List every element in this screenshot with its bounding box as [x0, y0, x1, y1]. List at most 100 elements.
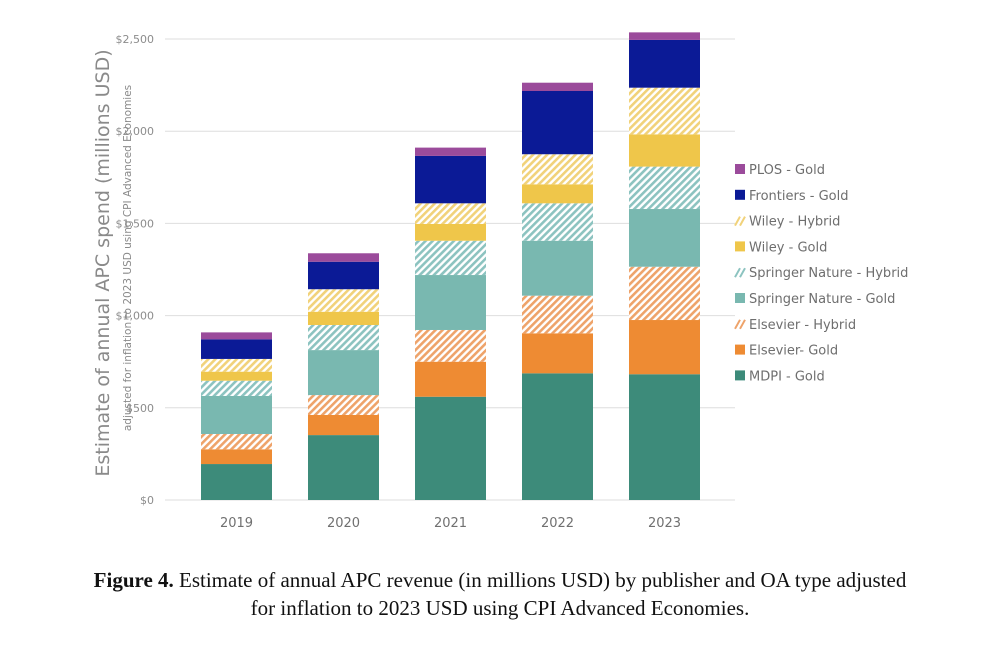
bar-segment-frontiers-gold-2023	[629, 39, 700, 88]
bar-segment-plos-gold-2020	[308, 253, 379, 262]
bar-segment-elsevier-gold-2019	[201, 449, 272, 465]
legend: PLOS - Gold Frontiers - Gold Wiley - Hybri…	[734, 163, 908, 384]
bar-segment-springer-nature-hybrid-2023	[629, 166, 700, 210]
caption-label: Figure 4.	[93, 568, 174, 592]
bar-segment-mdpi-gold-2019	[201, 464, 272, 500]
bar-segment-springer-nature-hybrid-2019	[201, 380, 272, 396]
x-tick-label: 2020	[327, 516, 360, 531]
legend-swatch	[734, 216, 746, 227]
legend-swatch	[735, 344, 745, 355]
x-axis-ticks: 2019 2020 2021 2022 2023	[220, 516, 681, 531]
bar-segment-mdpi-gold-2020	[308, 435, 379, 500]
bar-segment-wiley-gold-2023	[629, 134, 700, 167]
caption-text-1: Estimate of annual APC revenue (in milli…	[173, 568, 907, 592]
y-tick-label: $2,500	[116, 33, 155, 46]
bar-segment-springer-nature-hybrid-2021	[415, 240, 486, 276]
bar-segment-plos-gold-2019	[201, 332, 272, 340]
y-tick-label: $500	[126, 402, 154, 415]
legend-swatch	[735, 241, 745, 252]
bar-segment-wiley-hybrid-2021	[415, 203, 486, 224]
bar-segment-elsevier-gold-2022	[522, 333, 593, 374]
legend-label: Wiley - Hybrid	[749, 215, 840, 230]
bar-segment-wiley-gold-2022	[522, 184, 593, 204]
bar-segment-plos-gold-2023	[629, 32, 700, 40]
legend-item-elsevier-gold: Elsevier- Gold	[735, 344, 838, 359]
bar-segment-frontiers-gold-2020	[308, 261, 379, 290]
bar-segment-wiley-gold-2020	[308, 311, 379, 326]
figure-caption: Figure 4. Estimate of annual APC revenue…	[0, 566, 1000, 622]
y-tick-label: $1,000	[116, 310, 155, 323]
legend-swatch	[734, 267, 746, 278]
x-tick-label: 2021	[434, 516, 467, 531]
bar-segment-elsevier-hybrid-2019	[201, 433, 272, 450]
y-axis-title: Estimate of annual APC spend (millions U…	[92, 49, 114, 476]
legend-swatch	[735, 189, 745, 200]
bar-segment-elsevier-hybrid-2023	[629, 266, 700, 321]
legend-swatch	[734, 319, 746, 330]
legend-item-mdpi-gold: MDPI - Gold	[735, 369, 825, 384]
bar-segment-wiley-hybrid-2019	[201, 358, 272, 372]
bars	[201, 32, 700, 500]
bar-stack-2022	[522, 82, 593, 500]
y-tick-label: $1,500	[116, 217, 155, 230]
bar-segment-elsevier-hybrid-2022	[522, 295, 593, 334]
legend-swatch	[735, 164, 745, 174]
x-tick-label: 2019	[220, 516, 253, 531]
bar-segment-plos-gold-2021	[415, 147, 486, 156]
stacked-bar-chart: $0$500$1,000$1,500$2,000$2,500 2019 2020 2…	[92, 32, 908, 531]
bar-segment-elsevier-hybrid-2020	[308, 395, 379, 415]
bar-segment-wiley-hybrid-2023	[629, 87, 700, 135]
legend-label: Elsevier- Gold	[749, 344, 838, 359]
bar-segment-wiley-hybrid-2020	[308, 289, 379, 312]
legend-item-springer-nature-hybrid: Springer Nature - Hybrid	[734, 266, 908, 281]
y-tick-label: $0	[140, 494, 154, 507]
bar-segment-springer-nature-gold-2022	[522, 240, 593, 296]
bar-stack-2020	[308, 253, 379, 500]
legend-label: Springer Nature - Gold	[749, 292, 895, 307]
legend-label: Wiley - Gold	[749, 240, 827, 255]
legend-label: MDPI - Gold	[749, 369, 825, 384]
bar-segment-springer-nature-gold-2019	[201, 395, 272, 434]
bar-segment-springer-nature-gold-2020	[308, 350, 379, 396]
caption-line-2: for inflation to 2023 USD using CPI Adva…	[250, 596, 750, 620]
bar-segment-wiley-gold-2021	[415, 223, 486, 241]
bar-segment-springer-nature-hybrid-2020	[308, 325, 379, 351]
legend-item-elsevier-hybrid: Elsevier - Hybrid	[734, 318, 856, 333]
bar-segment-frontiers-gold-2022	[522, 91, 593, 155]
bar-segment-mdpi-gold-2021	[415, 396, 486, 500]
legend-label: Elsevier - Hybrid	[749, 318, 856, 333]
legend-label: PLOS - Gold	[749, 163, 825, 178]
y-axis-ticks: $0 $500 $1,000 $1,500 $2,000 $2,500	[116, 33, 155, 507]
bar-stack-2021	[415, 147, 486, 500]
x-tick-label: 2023	[648, 516, 681, 531]
legend-swatch	[735, 370, 745, 381]
bar-stack-2019	[201, 332, 272, 500]
legend-label: Springer Nature - Hybrid	[749, 266, 908, 281]
legend-item-springer-nature-gold: Springer Nature - Gold	[735, 292, 895, 307]
bar-segment-mdpi-gold-2022	[522, 373, 593, 500]
legend-item-wiley-gold: Wiley - Gold	[735, 240, 827, 255]
bar-segment-plos-gold-2022	[522, 82, 593, 92]
legend-item-wiley-hybrid: Wiley - Hybrid	[734, 215, 840, 230]
y-tick-label: $2,000	[116, 125, 155, 138]
bar-segment-elsevier-hybrid-2021	[415, 329, 486, 362]
bar-segment-elsevier-gold-2021	[415, 361, 486, 397]
x-tick-label: 2022	[541, 516, 574, 531]
bar-segment-frontiers-gold-2019	[201, 339, 272, 359]
bar-segment-frontiers-gold-2021	[415, 155, 486, 204]
y-axis-subtitle: adjusted for inflation to 2023 USD using…	[122, 85, 134, 431]
bar-segment-springer-nature-gold-2023	[629, 209, 700, 267]
bar-segment-springer-nature-hybrid-2022	[522, 203, 593, 241]
bar-segment-elsevier-gold-2020	[308, 414, 379, 436]
bar-segment-springer-nature-gold-2021	[415, 275, 486, 330]
legend-swatch	[735, 293, 745, 303]
legend-item-plos-gold: PLOS - Gold	[735, 163, 825, 178]
caption-line-1: Figure 4. Estimate of annual APC revenue…	[0, 566, 1000, 594]
legend-label: Frontiers - Gold	[749, 189, 848, 204]
bar-segment-wiley-hybrid-2022	[522, 154, 593, 185]
bar-segment-mdpi-gold-2023	[629, 374, 700, 500]
legend-item-frontiers-gold: Frontiers - Gold	[735, 189, 848, 204]
bar-segment-wiley-gold-2019	[201, 371, 272, 381]
bar-stack-2023	[629, 32, 700, 500]
bar-segment-elsevier-gold-2023	[629, 320, 700, 375]
